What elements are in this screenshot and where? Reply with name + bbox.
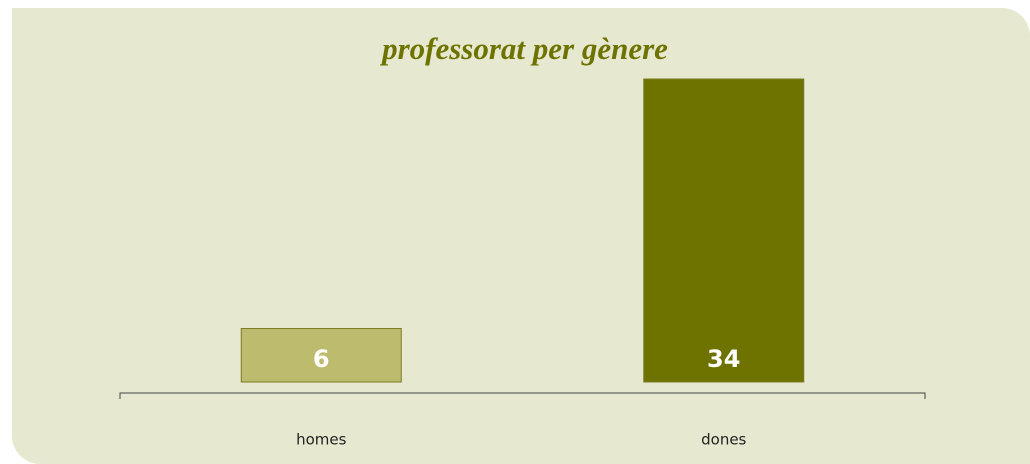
value-label: 34 bbox=[707, 345, 740, 373]
chart-title: professorat per gènere bbox=[379, 31, 668, 66]
x-axis bbox=[119, 392, 926, 399]
bar bbox=[643, 78, 805, 383]
x-tick-label: homes bbox=[296, 431, 347, 449]
panel bbox=[12, 8, 1030, 464]
x-tick-label: dones bbox=[701, 431, 746, 449]
bar bbox=[240, 328, 402, 383]
value-label: 6 bbox=[313, 345, 330, 373]
